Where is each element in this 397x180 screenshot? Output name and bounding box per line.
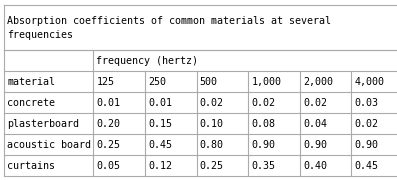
Text: 0.02: 0.02 (355, 119, 378, 129)
Text: 0.01: 0.01 (96, 98, 120, 108)
Text: 0.05: 0.05 (96, 161, 120, 171)
Text: 0.02: 0.02 (251, 98, 275, 108)
Text: plasterboard: plasterboard (7, 119, 79, 129)
Text: frequency (hertz): frequency (hertz) (96, 56, 198, 66)
Text: 0.04: 0.04 (303, 119, 327, 129)
Text: 500: 500 (200, 77, 218, 87)
Text: 0.25: 0.25 (96, 140, 120, 150)
Text: 0.80: 0.80 (200, 140, 224, 150)
Text: 0.15: 0.15 (148, 119, 172, 129)
Text: 0.03: 0.03 (355, 98, 378, 108)
Text: 4,000: 4,000 (355, 77, 385, 87)
Text: 0.25: 0.25 (200, 161, 224, 171)
Text: Absorption coefficients of common materials at several
frequencies: Absorption coefficients of common materi… (7, 16, 331, 39)
Text: 0.02: 0.02 (303, 98, 327, 108)
Text: 0.08: 0.08 (251, 119, 275, 129)
Text: 125: 125 (96, 77, 114, 87)
Text: 0.20: 0.20 (96, 119, 120, 129)
Text: 2,000: 2,000 (303, 77, 333, 87)
Text: 1,000: 1,000 (251, 77, 281, 87)
Text: acoustic board: acoustic board (7, 140, 91, 150)
Text: 0.45: 0.45 (355, 161, 378, 171)
Text: 0.01: 0.01 (148, 98, 172, 108)
Text: 0.90: 0.90 (303, 140, 327, 150)
Text: 0.10: 0.10 (200, 119, 224, 129)
Text: concrete: concrete (7, 98, 55, 108)
Text: 0.35: 0.35 (251, 161, 275, 171)
Text: 0.45: 0.45 (148, 140, 172, 150)
Text: 0.90: 0.90 (251, 140, 275, 150)
Text: 250: 250 (148, 77, 166, 87)
Text: material: material (7, 77, 55, 87)
Text: 0.12: 0.12 (148, 161, 172, 171)
Text: 0.02: 0.02 (200, 98, 224, 108)
Text: 0.40: 0.40 (303, 161, 327, 171)
Text: curtains: curtains (7, 161, 55, 171)
Text: 0.90: 0.90 (355, 140, 378, 150)
